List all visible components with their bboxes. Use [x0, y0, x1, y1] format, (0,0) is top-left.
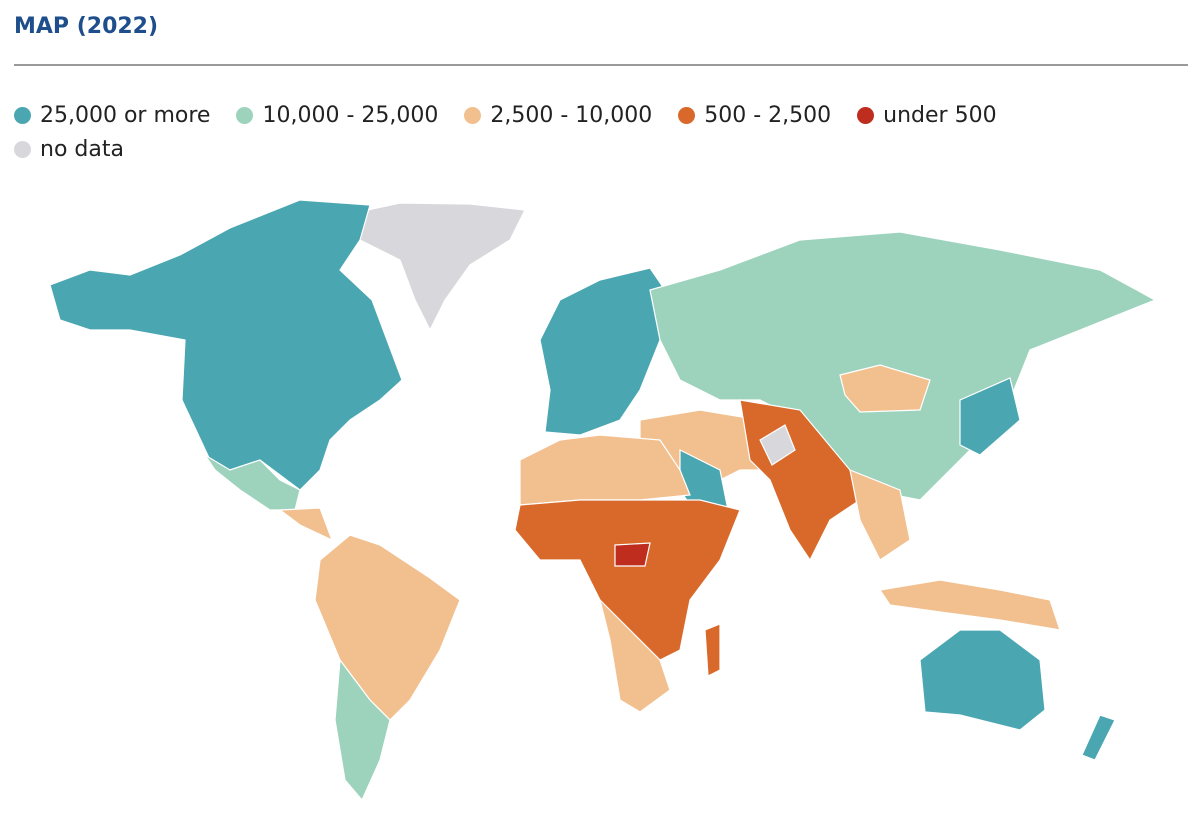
legend-item: 25,000 or more	[14, 100, 210, 130]
legend-swatch	[464, 106, 482, 124]
legend-swatch	[14, 140, 31, 158]
legend-item: no data	[14, 134, 1138, 164]
legend-label: 500 - 2,500	[704, 102, 832, 128]
legend-item: 10,000 - 25,000	[236, 100, 438, 130]
region-afghanistan[interactable]	[759, 424, 796, 466]
legend-item: 500 - 2,500	[678, 100, 831, 130]
legend: 25,000 or more 10,000 - 25,000 2,500 - 1…	[14, 100, 1164, 164]
region-southern-cone[interactable]	[334, 658, 391, 802]
legend-swatch	[236, 106, 254, 124]
region-south-america[interactable]	[314, 534, 461, 721]
region-madagascar[interactable]	[704, 623, 721, 677]
map-title: MAP (2022)	[14, 14, 159, 39]
region-central-african-republic[interactable]	[614, 542, 651, 567]
region-sub-saharan-africa[interactable]	[514, 499, 741, 661]
legend-label: 2,500 - 10,000	[490, 102, 653, 128]
region-southern-africa[interactable]	[598, 598, 671, 713]
legend-swatch	[678, 106, 696, 124]
region-greenland[interactable]	[344, 202, 526, 332]
region-australia[interactable]	[919, 629, 1046, 731]
legend-swatch	[14, 106, 31, 124]
legend-label: 10,000 - 25,000	[262, 102, 439, 128]
region-western-europe[interactable]	[539, 267, 666, 436]
legend-label: under 500	[883, 102, 997, 128]
legend-item: under 500	[857, 100, 997, 130]
region-indonesia[interactable]	[878, 579, 1061, 631]
legend-label: no data	[40, 136, 124, 162]
region-japan[interactable]	[959, 377, 1021, 456]
title-divider	[14, 64, 1188, 66]
legend-swatch	[857, 106, 875, 124]
region-central-america[interactable]	[278, 507, 334, 542]
region-north-america[interactable]	[49, 199, 403, 491]
legend-item: 2,500 - 10,000	[464, 100, 652, 130]
region-southeast-asia[interactable]	[849, 469, 911, 561]
legend-label: 25,000 or more	[40, 102, 211, 128]
region-new-zealand[interactable]	[1081, 714, 1116, 761]
region-mongolia[interactable]	[839, 364, 931, 413]
region-mexico[interactable]	[204, 454, 301, 511]
